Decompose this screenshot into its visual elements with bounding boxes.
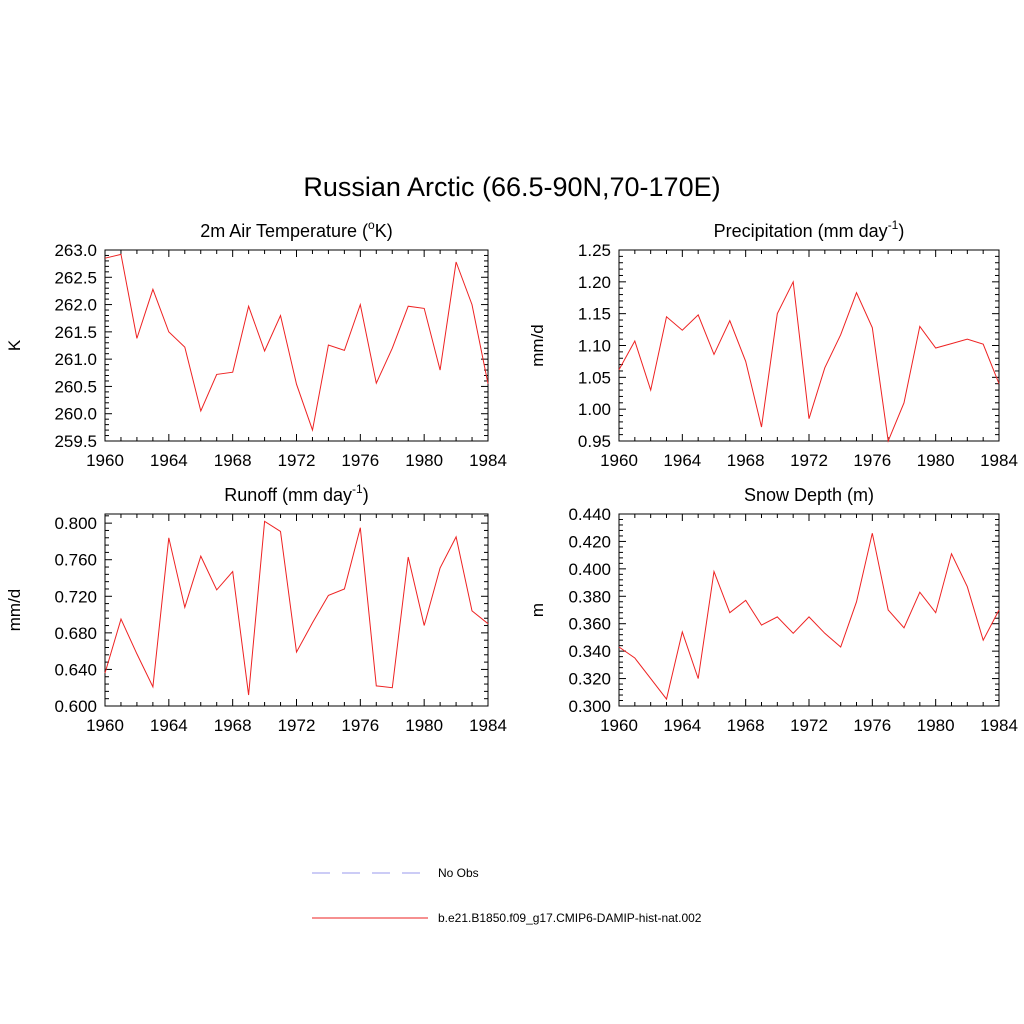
x-tick-label: 1984 [469,451,507,470]
x-tick-label: 1976 [853,716,891,735]
y-tick-label: 0.95 [578,432,611,451]
y-axis-label: mm/d [5,589,24,632]
x-tick-label: 1984 [469,716,507,735]
y-tick-label: 259.5 [54,432,97,451]
y-tick-label: 1.15 [578,305,611,324]
x-tick-label: 1960 [86,716,124,735]
plot-frame [104,513,489,707]
y-tick-label: 0.760 [54,551,97,570]
plot-frame [618,249,1000,442]
y-tick-label: 0.600 [54,697,97,716]
y-axis-label: mm/d [528,324,547,367]
x-tick-label: 1964 [663,716,701,735]
y-tick-label: 0.800 [54,514,97,533]
y-tick-label: 0.360 [568,615,611,634]
x-tick-label: 1964 [150,716,188,735]
y-tick-label: 0.400 [568,560,611,579]
panel-title-main: Precipitation (mm day [714,221,888,241]
y-tick-label: 0.420 [568,532,611,551]
y-tick-label: 0.720 [54,587,97,606]
x-tick-label: 1968 [727,716,765,735]
y-tick-label: 0.320 [568,670,611,689]
y-tick-label: 261.0 [54,350,97,369]
y-tick-label: 260.5 [54,377,97,396]
x-tick-label: 1976 [341,716,379,735]
panel-title-sup: o [368,218,375,232]
y-tick-label: 1.20 [578,273,611,292]
x-tick-label: 1976 [341,451,379,470]
y-tick-label: 263.0 [54,241,97,260]
x-tick-label: 1968 [727,451,765,470]
panel-2: 1960 1964 1968 1972 1976 1980 1984 0.95 1.00 1.05… [528,218,1018,470]
y-tick-label: 0.340 [568,642,611,661]
y-tick-label: 0.640 [54,660,97,679]
x-tick-label: 1980 [917,451,955,470]
main-title: Russian Arctic (66.5-90N,70-170E) [303,172,720,202]
y-tick-label: 0.300 [568,697,611,716]
y-tick-label: 262.5 [54,268,97,287]
panel-4: 1960 1964 1968 1972 1976 1980 1984 0.300 0.320 0.… [528,485,1018,735]
legend-label-1: No Obs [438,866,479,880]
panel-title-sup: -1 [888,218,899,232]
x-tick-label: 1972 [278,716,316,735]
series-line [618,533,1000,701]
panel-title: Runoff (mm day-1) [224,482,368,505]
x-tick-label: 1960 [86,451,124,470]
y-tick-label: 0.440 [568,505,611,524]
panel-title-main: Runoff (mm day [224,485,352,505]
x-tick-label: 1972 [790,716,828,735]
panel-title-tail: ) [898,221,904,241]
panel-title: 2m Air Temperature (oK) [200,218,392,241]
y-tick-label: 1.05 [578,368,611,387]
series-line [104,253,489,433]
plot-frame [104,249,489,442]
x-tick-label: 1960 [600,716,638,735]
y-tick-label: 0.680 [54,624,97,643]
y-tick-label: 0.380 [568,587,611,606]
panel-title-sup: -1 [352,482,363,496]
y-axis-label: K [5,339,24,351]
panel-1: 1960 1964 1968 1972 1976 1980 1984 259.5 260.0 26… [5,218,507,470]
panel-title: Precipitation (mm day-1) [714,218,905,241]
x-tick-label: 1964 [663,451,701,470]
series-line [104,520,489,696]
x-tick-label: 1976 [853,451,891,470]
x-tick-label: 1980 [917,716,955,735]
y-tick-label: 1.25 [578,241,611,260]
x-tick-label: 1960 [600,451,638,470]
legend-label-2: b.e21.B1850.f09_g17.CMIP6-DAMIP-hist-nat… [438,911,702,925]
plot-frame [618,513,1000,707]
x-tick-label: 1984 [980,716,1018,735]
legend: No Obs b.e21.B1850.f09_g17.CMIP6-DAMIP-hi… [312,866,702,925]
series-line [618,280,1000,443]
y-tick-label: 261.5 [54,323,97,342]
panel-title: Snow Depth (m) [744,485,874,505]
x-tick-label: 1968 [214,451,252,470]
y-axis-label: m [528,603,547,617]
x-tick-label: 1980 [405,451,443,470]
x-tick-label: 1984 [980,451,1018,470]
panel-3: 1960 1964 1968 1972 1976 1980 1984 0.600 0.640 0.… [5,482,507,735]
panel-title-tail: ) [363,485,369,505]
y-tick-label: 1.10 [578,337,611,356]
panel-title-main: 2m Air Temperature ( [200,221,368,241]
panel-title-tail: K) [375,221,393,241]
y-tick-label: 1.00 [578,400,611,419]
x-tick-label: 1972 [790,451,828,470]
y-tick-label: 260.0 [54,405,97,424]
x-tick-label: 1972 [278,451,316,470]
x-tick-label: 1980 [405,716,443,735]
x-tick-label: 1964 [150,451,188,470]
panel-title-main: Snow Depth (m) [744,485,874,505]
panels: 1960 1964 1968 1972 1976 1980 1984 259.5 260.0 26… [5,218,1018,735]
x-tick-label: 1968 [214,716,252,735]
y-tick-label: 262.0 [54,296,97,315]
